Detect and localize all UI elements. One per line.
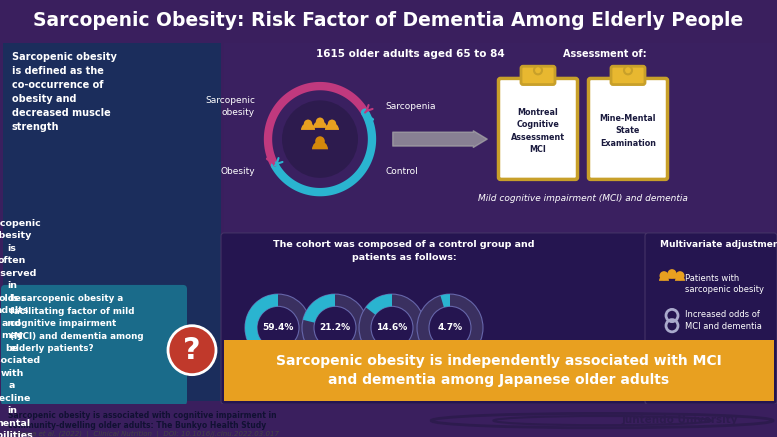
FancyBboxPatch shape (611, 66, 645, 85)
Text: Someya et al. (2022)  |  Clinical Nutrition  |  DOI: 10.1016/j.clnu.2022.03.017: Someya et al. (2022) | Clinical Nutritio… (8, 431, 279, 437)
Wedge shape (301, 123, 315, 130)
Text: Sarcopenic obesity
is defined as the
co-occurrence of
obesity and
decreased musc: Sarcopenic obesity is defined as the co-… (12, 52, 117, 132)
Text: Sarcopenic
obesity: Sarcopenic obesity (427, 368, 472, 388)
Wedge shape (359, 294, 425, 361)
Text: 1615 older adults aged 65 to 84: 1615 older adults aged 65 to 84 (315, 49, 504, 59)
Text: Patients with
sarcopenic obesity: Patients with sarcopenic obesity (685, 274, 764, 294)
Circle shape (315, 136, 325, 146)
Text: ?: ? (668, 354, 676, 367)
FancyBboxPatch shape (224, 43, 774, 233)
Wedge shape (417, 294, 483, 361)
Wedge shape (441, 294, 450, 307)
Text: Multivariate adjustment revealed:: Multivariate adjustment revealed: (660, 240, 777, 249)
Text: Is sarcopenic obesity a
facilitating factor of mild
cognitive impairment
(MCI) a: Is sarcopenic obesity a facilitating fac… (10, 294, 144, 353)
FancyBboxPatch shape (224, 340, 774, 401)
Text: ?: ? (183, 336, 200, 365)
Circle shape (282, 101, 358, 178)
Wedge shape (303, 294, 335, 323)
FancyArrowPatch shape (393, 131, 487, 147)
Wedge shape (302, 294, 368, 361)
Circle shape (667, 269, 677, 278)
Wedge shape (667, 274, 677, 279)
FancyArrowPatch shape (365, 105, 372, 113)
Text: Juntendo University: Juntendo University (622, 415, 738, 425)
Text: Obesity: Obesity (221, 167, 255, 176)
Text: 4.7%: 4.7% (437, 323, 462, 332)
Circle shape (328, 120, 336, 128)
FancyBboxPatch shape (1, 285, 187, 405)
Wedge shape (659, 276, 669, 281)
Text: Montreal
Cognitive
Assessment
MCI: Montreal Cognitive Assessment MCI (511, 108, 565, 154)
Text: Mild cognitive impairment (MCI) and dementia: Mild cognitive impairment (MCI) and deme… (478, 194, 688, 203)
Circle shape (660, 349, 684, 374)
Wedge shape (366, 294, 392, 315)
Text: 21.2%: 21.2% (319, 323, 350, 332)
Circle shape (660, 271, 668, 281)
FancyArrowPatch shape (267, 156, 275, 166)
Text: Sarcopenic obesity is independently associated with MCI
and dementia among Japan: Sarcopenic obesity is independently asso… (276, 354, 722, 387)
Text: Increased odds of
MCI and dementia: Increased odds of MCI and dementia (685, 310, 762, 331)
Circle shape (315, 118, 324, 126)
Text: The cohort was composed of a control group and
patients as follows:: The cohort was composed of a control gro… (274, 240, 535, 262)
Wedge shape (313, 121, 327, 128)
Wedge shape (675, 276, 685, 281)
Text: 59.4%: 59.4% (263, 323, 294, 332)
Text: Assessment of:: Assessment of: (563, 49, 646, 59)
Text: Obesity: Obesity (319, 368, 350, 378)
Text: Sarcopenia: Sarcopenia (385, 102, 435, 111)
FancyBboxPatch shape (499, 79, 577, 180)
Circle shape (534, 66, 542, 74)
FancyArrowPatch shape (365, 113, 373, 123)
Circle shape (675, 271, 685, 281)
Text: Sarcopenia: Sarcopenia (369, 368, 415, 378)
FancyBboxPatch shape (588, 79, 667, 180)
Text: Mine-Mental
State
Examination: Mine-Mental State Examination (600, 114, 657, 148)
FancyBboxPatch shape (521, 66, 555, 85)
Wedge shape (312, 141, 328, 149)
Text: Control: Control (263, 368, 293, 378)
FancyArrowPatch shape (275, 158, 283, 166)
Circle shape (304, 120, 312, 128)
FancyBboxPatch shape (3, 43, 221, 401)
Circle shape (168, 326, 216, 375)
Text: Control: Control (385, 167, 418, 176)
Text: 14.6%: 14.6% (376, 323, 408, 332)
Wedge shape (325, 123, 339, 130)
FancyBboxPatch shape (221, 233, 647, 404)
Text: Sarcopenic Obesity: Risk Factor of Dementia Among Elderly People: Sarcopenic Obesity: Risk Factor of Demen… (33, 10, 744, 30)
Wedge shape (245, 294, 296, 361)
Text: Sarcopenic obesity is often observed
in older adults and may be associated
with : Sarcopenic obesity is often observed in … (0, 218, 41, 437)
Circle shape (624, 66, 632, 74)
FancyBboxPatch shape (645, 233, 777, 404)
Text: Sarcopenic
obesity: Sarcopenic obesity (205, 97, 255, 117)
Text: Sarcopenic obesity is associated with cognitive impairment in
community-dwelling: Sarcopenic obesity is associated with co… (8, 411, 277, 430)
Wedge shape (245, 294, 311, 361)
